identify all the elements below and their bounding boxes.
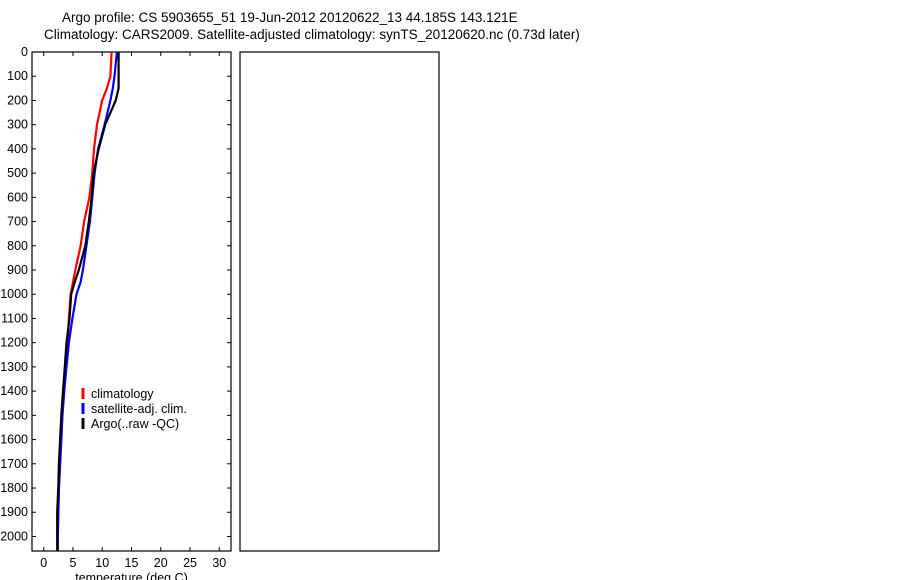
- legend-label: Argo(..raw -QC): [91, 417, 179, 431]
- x-tick-label: 20: [154, 556, 168, 570]
- y-tick-label: 500: [7, 166, 28, 180]
- y-tick-label: 1100: [1, 311, 28, 325]
- y-tick-label: 600: [7, 190, 28, 204]
- y-tick-label: 1800: [0, 481, 28, 495]
- series-line-argo-raw-qc-: [56, 52, 120, 551]
- y-tick-label: 1500: [0, 408, 28, 422]
- axes-frame: [31, 51, 232, 552]
- y-tick-label: 2000: [0, 529, 28, 543]
- salinity-panel: [239, 51, 440, 552]
- x-tick-label: 25: [183, 556, 197, 570]
- plot-title-line-2: Climatology: CARS2009. Satellite-adjuste…: [44, 27, 580, 42]
- x-tick-label: 0: [40, 556, 47, 570]
- y-tick-label: 700: [7, 215, 28, 229]
- x-tick-label: 5: [69, 556, 76, 570]
- y-tick-label: 300: [7, 118, 28, 132]
- y-tick-label: 1400: [0, 384, 28, 398]
- x-tick-label: 10: [95, 556, 109, 570]
- y-tick-label: 800: [7, 239, 28, 253]
- y-tick-label: 1200: [0, 336, 28, 350]
- axes-frame: [239, 51, 440, 552]
- y-tick-label: 400: [7, 142, 28, 156]
- x-axis-label: temperature (deg C): [75, 571, 188, 580]
- x-tick-label: 15: [125, 556, 139, 570]
- y-tick-label: 1700: [0, 457, 28, 471]
- y-tick-label: 1000: [0, 287, 28, 301]
- y-tick-label: 100: [7, 69, 28, 83]
- y-tick-label: 1900: [0, 505, 28, 519]
- y-tick-label: 0: [21, 45, 28, 59]
- y-tick-label: 200: [7, 93, 28, 107]
- x-tick-label: 30: [212, 556, 226, 570]
- y-tick-label: 900: [7, 263, 28, 277]
- legend-label: climatology: [91, 387, 154, 401]
- temperature-panel: 0100200300400500600700800900100011001200…: [0, 45, 232, 580]
- legend-label: satellite-adj. clim.: [91, 402, 187, 416]
- y-tick-label: 1300: [0, 360, 28, 374]
- series-line-satellite-adj-clim-: [56, 52, 118, 551]
- y-tick-label: 1600: [0, 433, 28, 447]
- plot-area: [56, 52, 120, 551]
- plot-title-line-1: Argo profile: CS 5903655_51 19-Jun-2012 …: [62, 10, 518, 25]
